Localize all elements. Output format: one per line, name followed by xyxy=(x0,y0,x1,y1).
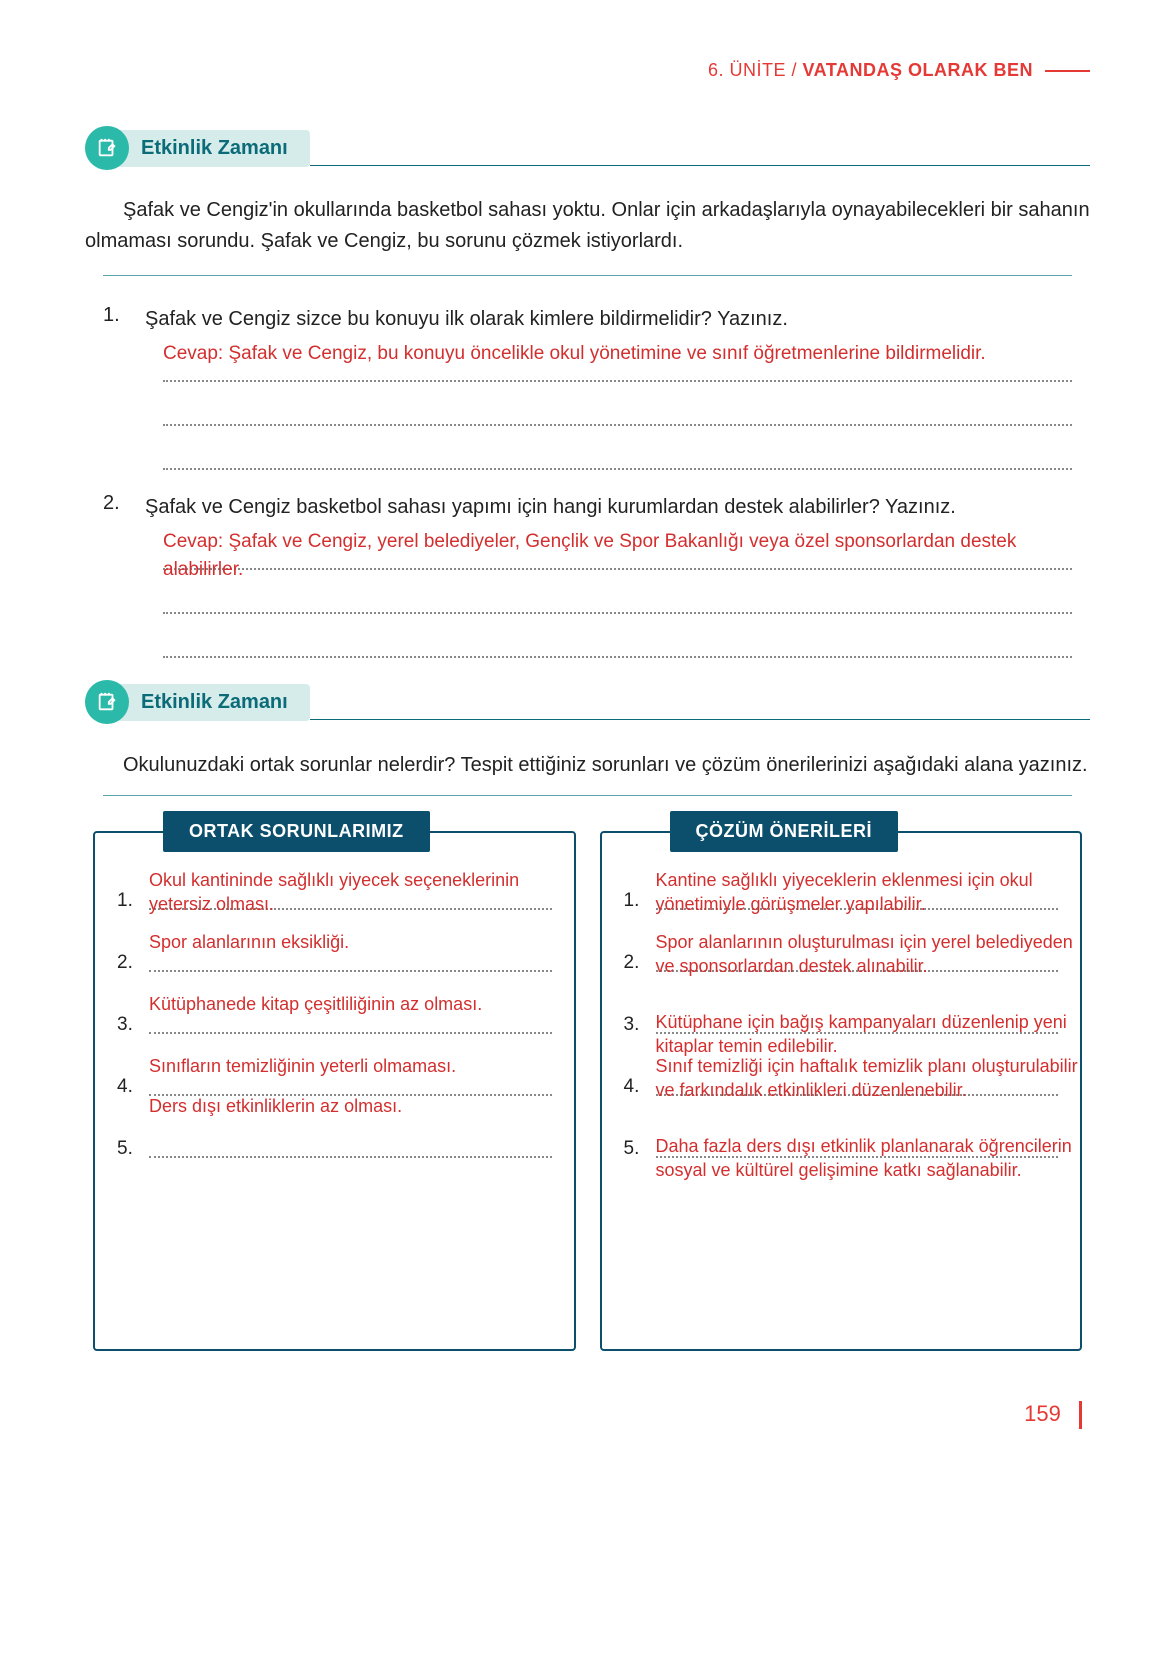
dotted-line: Sınıfların temizliğinin yeterli olmaması… xyxy=(149,1074,552,1096)
activity-header-1: Etkinlik Zamanı xyxy=(85,126,1090,170)
page-number-rule xyxy=(1079,1401,1082,1429)
solutions-title: ÇÖZÜM ÖNERİLERİ xyxy=(670,811,899,852)
solution-answer: Daha fazla ders dışı etkinlik planlanara… xyxy=(656,1134,1079,1183)
problem-answer: Ders dışı etkinliklerin az olması. xyxy=(149,1094,572,1118)
solution-answer: Spor alanlarının oluşturulması için yere… xyxy=(656,930,1079,979)
dotted-line: Kütüphane için bağış kampanyaları düzenl… xyxy=(656,1012,1059,1034)
notepad-icon xyxy=(85,680,129,724)
problems-title: ORTAK SORUNLARIMIZ xyxy=(163,811,430,852)
page-number: 159 xyxy=(1024,1401,1061,1426)
item-num: 1. xyxy=(117,888,137,912)
unit-label: 6. ÜNİTE / VATANDAŞ OLARAK BEN xyxy=(708,60,1033,81)
page-header: 6. ÜNİTE / VATANDAŞ OLARAK BEN xyxy=(85,60,1090,81)
q1-answer: Cevap: Şafak ve Cengiz, bu konuyu önceli… xyxy=(163,340,986,368)
dotted-line: Daha fazla ders dışı etkinlik planlanara… xyxy=(656,1136,1059,1158)
item-num: 2. xyxy=(624,950,644,974)
list-item: 2. Spor alanlarının eksikliği. xyxy=(117,950,552,974)
activity-badge: Etkinlik Zamanı xyxy=(85,126,310,170)
list-item: 3. Kütüphanede kitap çeşitliliğinin az o… xyxy=(117,1012,552,1036)
item-num: 5. xyxy=(117,1136,137,1160)
unit-title: VATANDAŞ OLARAK BEN xyxy=(803,60,1034,80)
activity-title: Etkinlik Zamanı xyxy=(107,684,310,721)
dotted-line: Kantine sağlıklı yiyeceklerin eklenmesi … xyxy=(656,888,1059,910)
page-number-area: 159 xyxy=(85,1401,1090,1429)
dotted-line xyxy=(163,634,1072,658)
q2-answer: Cevap: Şafak ve Cengiz, yerel belediyele… xyxy=(163,528,1043,583)
q2-number: 2. xyxy=(103,492,131,522)
item-num: 4. xyxy=(117,1074,137,1098)
list-item: 5. Daha fazla ders dışı etkinlik planlan… xyxy=(624,1136,1059,1160)
unit-prefix: 6. ÜNİTE / xyxy=(708,60,803,80)
question-2: 2. Şafak ve Cengiz basketbol sahası yapı… xyxy=(103,492,1072,658)
dotted-line: Spor alanlarının eksikliği. xyxy=(149,950,552,972)
divider xyxy=(103,795,1072,796)
divider xyxy=(103,275,1072,276)
activity1-intro: Şafak ve Cengiz'in okullarında basketbol… xyxy=(85,195,1090,257)
dotted-line: Ders dışı etkinliklerin az olması. xyxy=(149,1136,552,1158)
activity-badge: Etkinlik Zamanı xyxy=(85,680,310,724)
list-item: 4. Sınıf temizliği için haftalık temizli… xyxy=(624,1074,1059,1098)
item-num: 1. xyxy=(624,888,644,912)
question-1: 1. Şafak ve Cengiz sizce bu konuyu ilk o… xyxy=(103,304,1072,470)
problems-box: 1. Okul kantininde sağlıklı yiyecek seçe… xyxy=(93,831,576,1351)
solutions-box: 1. Kantine sağlıklı yiyeceklerin eklenme… xyxy=(600,831,1083,1351)
problem-answer: Sınıfların temizliğinin yeterli olmaması… xyxy=(149,1054,572,1078)
dotted-line xyxy=(163,590,1072,614)
q1-answer-area: Cevap: Şafak ve Cengiz, bu konuyu önceli… xyxy=(163,358,1072,470)
list-item: 3. Kütüphane için bağış kampanyaları düz… xyxy=(624,1012,1059,1036)
item-num: 3. xyxy=(624,1012,644,1036)
dotted-line: Kütüphanede kitap çeşitliliğinin az olma… xyxy=(149,1012,552,1034)
boxes-row: ORTAK SORUNLARIMIZ 1. Okul kantininde sa… xyxy=(93,831,1082,1351)
dotted-line: Spor alanlarının oluşturulması için yere… xyxy=(656,950,1059,972)
dotted-line: Okul kantininde sağlıklı yiyecek seçenek… xyxy=(149,888,552,910)
problem-answer: Kütüphanede kitap çeşitliliğinin az olma… xyxy=(149,992,572,1016)
problems-box-wrap: ORTAK SORUNLARIMIZ 1. Okul kantininde sa… xyxy=(93,831,576,1351)
dotted-line xyxy=(163,402,1072,426)
item-num: 2. xyxy=(117,950,137,974)
problem-answer: Spor alanlarının eksikliği. xyxy=(149,930,572,954)
list-item: 1. Kantine sağlıklı yiyeceklerin eklenme… xyxy=(624,888,1059,912)
solution-answer: Kütüphane için bağış kampanyaları düzenl… xyxy=(656,1010,1079,1059)
activity2-intro: Okulunuzdaki ortak sorunlar nelerdir? Te… xyxy=(85,749,1090,781)
solution-answer: Kantine sağlıklı yiyeceklerin eklenmesi … xyxy=(656,868,1079,917)
page-container: 6. ÜNİTE / VATANDAŞ OLARAK BEN Etkinlik … xyxy=(0,0,1175,1469)
solutions-box-wrap: ÇÖZÜM ÖNERİLERİ 1. Kantine sağlıklı yiye… xyxy=(600,831,1083,1351)
notepad-icon xyxy=(85,126,129,170)
header-rule xyxy=(1045,70,1090,72)
q1-text: Şafak ve Cengiz sizce bu konuyu ilk olar… xyxy=(145,304,788,334)
activity-title: Etkinlik Zamanı xyxy=(107,130,310,167)
item-num: 3. xyxy=(117,1012,137,1036)
item-num: 5. xyxy=(624,1136,644,1160)
q2-answer-area: Cevap: Şafak ve Cengiz, yerel belediyele… xyxy=(163,546,1072,658)
dotted-line: Sınıf temizliği için haftalık temizlik p… xyxy=(656,1074,1059,1096)
list-item: 2. Spor alanlarının oluşturulması için y… xyxy=(624,950,1059,974)
activity-header-2: Etkinlik Zamanı xyxy=(85,680,1090,724)
dotted-line: Cevap: Şafak ve Cengiz, yerel belediyele… xyxy=(163,546,1072,570)
dotted-line xyxy=(163,446,1072,470)
list-item: 5. Ders dışı etkinliklerin az olması. xyxy=(117,1136,552,1160)
dotted-line: Cevap: Şafak ve Cengiz, bu konuyu önceli… xyxy=(163,358,1072,382)
list-item: 1. Okul kantininde sağlıklı yiyecek seçe… xyxy=(117,888,552,912)
solution-answer: Sınıf temizliği için haftalık temizlik p… xyxy=(656,1054,1079,1103)
q2-text: Şafak ve Cengiz basketbol sahası yapımı … xyxy=(145,492,956,522)
q1-number: 1. xyxy=(103,304,131,334)
item-num: 4. xyxy=(624,1074,644,1098)
problem-answer: Okul kantininde sağlıklı yiyecek seçenek… xyxy=(149,868,572,917)
